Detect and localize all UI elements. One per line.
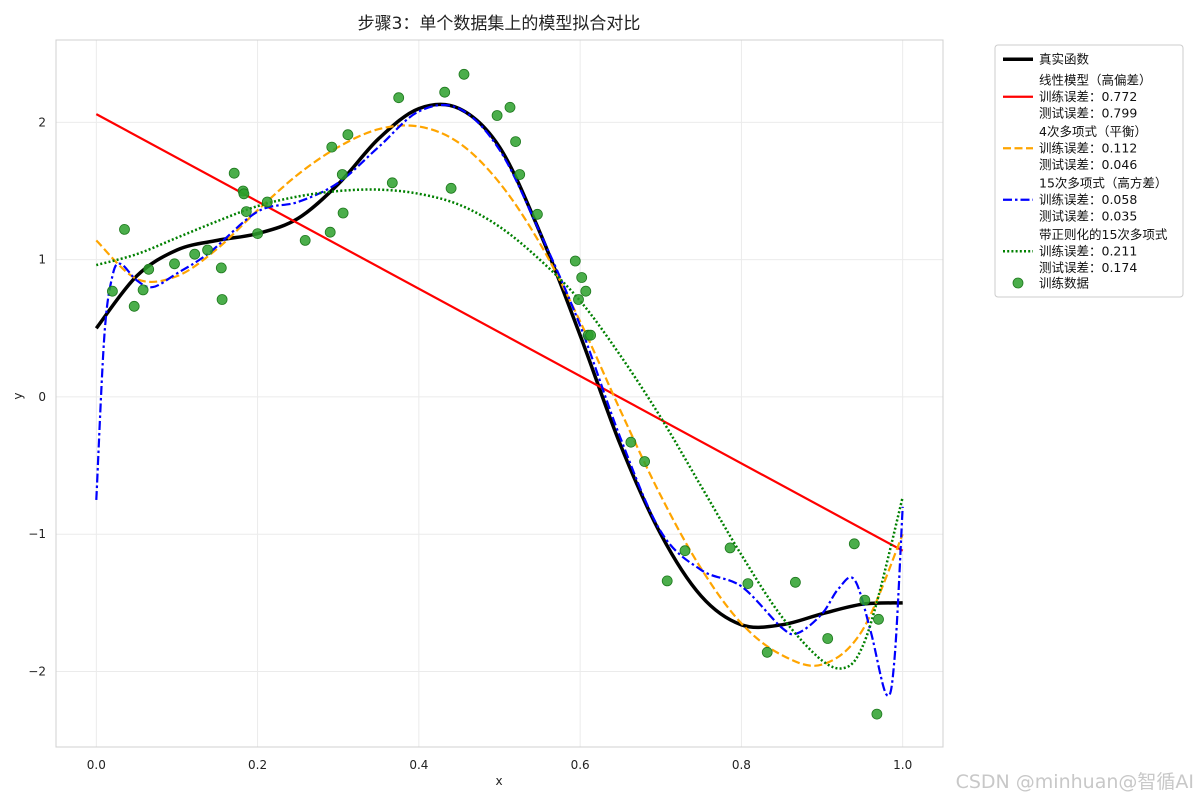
grid bbox=[56, 40, 943, 747]
y-axis-label: y bbox=[11, 392, 25, 399]
training-point bbox=[724, 542, 736, 554]
training-point bbox=[189, 248, 201, 260]
training-point bbox=[342, 129, 354, 141]
x-tick-label: 0.6 bbox=[571, 758, 590, 772]
training-point bbox=[742, 578, 754, 589]
x-tick-label: 0.0 bbox=[87, 758, 106, 772]
training-point bbox=[510, 136, 521, 148]
legend-label: 带正则化的15次多项式 bbox=[1039, 227, 1168, 242]
legend-label: 4次多项式（平衡） bbox=[1039, 124, 1147, 139]
training-point bbox=[261, 196, 273, 208]
y-tick-label: 0 bbox=[38, 390, 46, 404]
legend-label: 训练误差：0.772 bbox=[1039, 89, 1137, 104]
x-tick-label: 0.8 bbox=[732, 758, 751, 772]
training-point bbox=[573, 294, 584, 305]
training-point bbox=[169, 258, 180, 270]
legend-label: 训练误差：0.211 bbox=[1039, 244, 1137, 259]
training-point bbox=[143, 263, 155, 275]
legend-label: 测试误差：0.174 bbox=[1039, 260, 1137, 275]
legend-label: 测试误差：0.799 bbox=[1039, 106, 1137, 121]
legend-label: 15次多项式（高方差） bbox=[1039, 176, 1167, 191]
legend-label: 真实函数 bbox=[1039, 52, 1090, 67]
training-point bbox=[639, 456, 650, 467]
legend-label: 训练误差：0.058 bbox=[1039, 192, 1137, 207]
training-point bbox=[871, 708, 883, 720]
training-point bbox=[661, 575, 673, 587]
training-point bbox=[569, 255, 581, 267]
y-tick-label: −2 bbox=[28, 664, 46, 678]
training-point bbox=[336, 169, 348, 180]
poly15-line bbox=[95, 103, 904, 697]
x-tick-label: 1.0 bbox=[893, 758, 912, 772]
training-point bbox=[761, 646, 773, 658]
training-point bbox=[790, 576, 801, 588]
training-point bbox=[625, 436, 637, 448]
training-point bbox=[585, 329, 596, 341]
training-point bbox=[337, 207, 349, 219]
legend-label: 测试误差：0.035 bbox=[1039, 209, 1137, 224]
training-point bbox=[439, 86, 451, 98]
poly4-line bbox=[95, 124, 904, 667]
training-point bbox=[445, 182, 457, 194]
training-point bbox=[859, 594, 871, 606]
training-point bbox=[216, 294, 228, 305]
training-point bbox=[128, 300, 140, 312]
training-point bbox=[873, 613, 884, 625]
training-point bbox=[580, 285, 592, 297]
training-point bbox=[299, 234, 311, 246]
poly15-regularized-line bbox=[95, 188, 904, 670]
training-point bbox=[822, 633, 834, 644]
training-point bbox=[386, 177, 398, 189]
legend-box bbox=[994, 44, 1184, 298]
x-axis-label: x bbox=[495, 774, 502, 788]
training-point bbox=[326, 141, 338, 153]
training-point bbox=[576, 272, 588, 283]
legend-label: 测试误差：0.046 bbox=[1039, 157, 1137, 172]
watermark-text: CSDN @minhuan@智循AI bbox=[956, 771, 1194, 793]
legend-label: 训练误差：0.112 bbox=[1039, 141, 1137, 156]
training-point bbox=[458, 68, 470, 80]
training-point bbox=[679, 545, 691, 557]
plot-area bbox=[55, 39, 944, 748]
x-tick-label: 0.4 bbox=[409, 758, 428, 772]
training-point bbox=[532, 208, 543, 220]
legend-label: 训练数据 bbox=[1039, 276, 1089, 291]
x-tick-label: 0.2 bbox=[248, 758, 267, 772]
training-point bbox=[228, 167, 240, 179]
training-point bbox=[491, 110, 503, 121]
linear-model-line bbox=[95, 113, 904, 552]
scatter-layer bbox=[107, 68, 884, 720]
training-point bbox=[848, 538, 860, 550]
y-tick-label: −1 bbox=[28, 527, 46, 541]
axis-ticks: 0.0 0.2 0.4 0.6 0.8 1.0 −2 −1 0 1 2 bbox=[28, 115, 912, 772]
series-layer bbox=[94, 102, 904, 697]
chart-title: 步骤3：单个数据集上的模型拟合对比 bbox=[358, 14, 641, 34]
y-tick-label: 1 bbox=[38, 253, 46, 267]
training-point bbox=[238, 188, 250, 200]
training-point bbox=[119, 223, 130, 235]
training-point bbox=[107, 285, 118, 297]
y-tick-label: 2 bbox=[38, 115, 46, 129]
legend-swatch-training-data bbox=[1012, 277, 1024, 289]
training-point bbox=[252, 228, 264, 240]
training-point bbox=[215, 262, 227, 274]
training-point bbox=[393, 92, 405, 104]
training-point bbox=[514, 169, 526, 180]
training-point bbox=[504, 101, 516, 113]
training-point bbox=[202, 244, 214, 256]
training-point bbox=[137, 284, 149, 296]
training-point bbox=[324, 226, 336, 238]
legend-label: 线性模型（高偏差） bbox=[1039, 73, 1152, 88]
training-point bbox=[240, 206, 252, 218]
